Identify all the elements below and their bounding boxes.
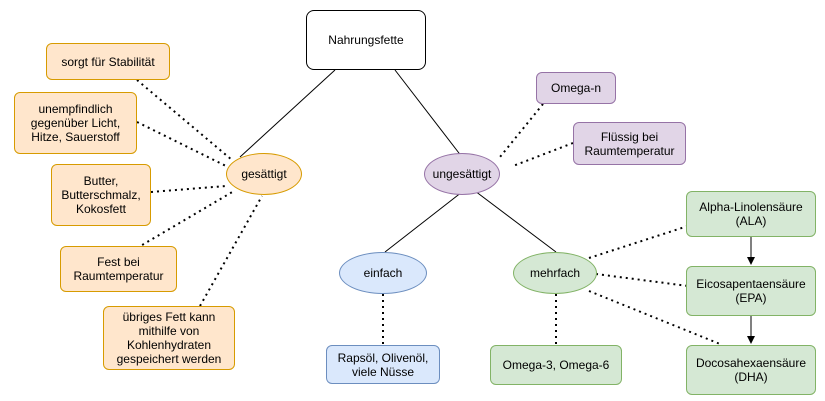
node-ungesaettigt: ungesättigt bbox=[424, 153, 500, 195]
note-omega-n: Omega-n bbox=[536, 72, 616, 104]
dotted-epa bbox=[595, 273, 689, 287]
acid-epa: Eicosapentaensäure (EPA) bbox=[686, 266, 816, 316]
note-fest: Fest bei Raumtemperatur bbox=[60, 246, 177, 292]
acid-ala: Alpha-Linolensäure (ALA) bbox=[686, 191, 816, 237]
node-einfach: einfach bbox=[339, 252, 427, 294]
edge-root-gesaettigt bbox=[239, 69, 336, 158]
dotted-ala bbox=[588, 225, 689, 259]
dotted-butter bbox=[150, 185, 227, 193]
dotted-omega-n bbox=[499, 103, 544, 158]
note-unempfindlich: unempfindlich gegenüber Licht, Hitze, Sa… bbox=[14, 92, 137, 154]
dotted-stabilitaet bbox=[136, 79, 233, 161]
edge-ungesaettigt-mehrfach bbox=[474, 190, 557, 253]
dotted-fest bbox=[136, 190, 235, 249]
note-butter: Butter, Butterschmalz, Kokosfett bbox=[51, 164, 151, 226]
note-stabilitaet: sorgt für Stabilität bbox=[46, 43, 170, 80]
acid-dha: Docosahexaensäure (DHA) bbox=[686, 345, 816, 395]
edge-ungesaettigt-einfach bbox=[384, 191, 463, 253]
dotted-fluessig bbox=[512, 142, 574, 167]
example-mehrfach: Omega-3, Omega-6 bbox=[490, 345, 622, 385]
dotted-unempfindlich bbox=[136, 121, 227, 167]
dotted-uebriges bbox=[199, 195, 263, 307]
edge-root-ungesaettigt bbox=[394, 69, 463, 158]
note-fluessig: Flüssig bei Raumtemperatur bbox=[573, 122, 686, 165]
example-einfach: Rapsöl, Olivenöl, viele Nüsse bbox=[326, 345, 440, 384]
note-uebriges-fett: übriges Fett kann mithilfe von Kohlenhyd… bbox=[103, 306, 235, 370]
node-mehrfach: mehrfach bbox=[513, 252, 597, 294]
node-gesaettigt: gesättigt bbox=[226, 153, 302, 195]
root-node: Nahrungsfette bbox=[306, 10, 426, 70]
